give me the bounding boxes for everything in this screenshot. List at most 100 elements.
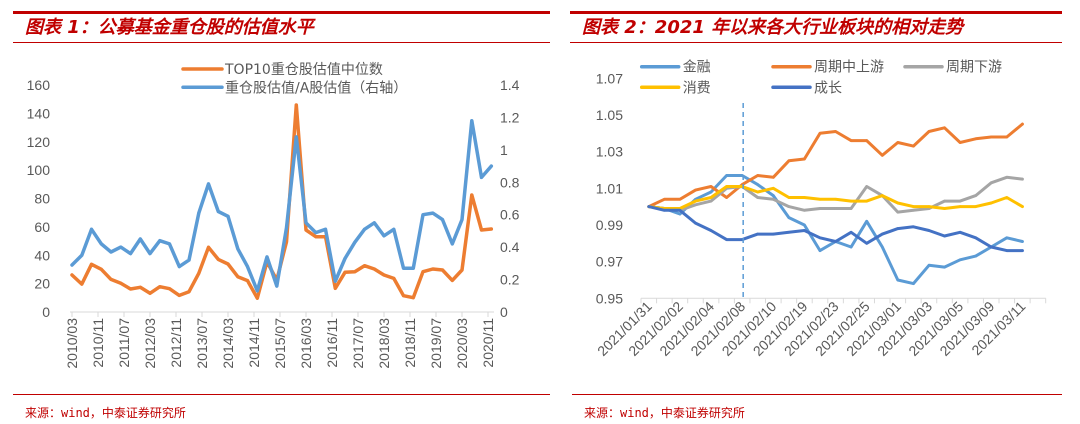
data-point (441, 218, 444, 222)
data-point (80, 253, 84, 257)
data-point (787, 159, 791, 163)
x-tick-label: 2016/11 (324, 318, 340, 368)
data-point (90, 262, 93, 266)
header-rule-bottom (13, 42, 550, 43)
y-left-tick-label: 20 (34, 276, 50, 292)
data-point (119, 245, 123, 249)
y-tick-label: 1.07 (596, 70, 623, 86)
data-point (803, 209, 806, 212)
legend-label: 消费 (683, 80, 711, 96)
data-point (109, 277, 113, 281)
data-point (294, 103, 298, 107)
legend-label: TOP10重仓股估值中位数 (224, 62, 383, 78)
x-tick-label: 2015/07 (272, 318, 288, 369)
data-point (818, 198, 822, 201)
data-point (803, 223, 806, 227)
data-point (90, 227, 93, 231)
x-tick-label: 2012/11 (168, 318, 184, 368)
x-tick-label: 2014/03 (220, 318, 236, 369)
data-point (818, 207, 822, 210)
x-tick-label: 2020/03 (454, 318, 470, 369)
data-point (1021, 240, 1024, 243)
data-point (333, 279, 337, 283)
data-point (896, 278, 900, 282)
data-point (803, 196, 806, 199)
data-point (216, 210, 220, 213)
data-point (70, 263, 74, 267)
data-point (989, 135, 993, 139)
data-point (818, 236, 822, 240)
data-point (865, 242, 868, 245)
data-point (70, 273, 74, 277)
data-point (255, 289, 259, 293)
y-right-tick-label: 0.6 (500, 207, 520, 223)
header-rule-top (13, 11, 550, 14)
data-point (756, 174, 759, 177)
data-point (865, 139, 868, 142)
data-point (974, 137, 977, 141)
data-point (927, 264, 931, 267)
data-point (678, 209, 682, 212)
y-left-tick-label: 160 (27, 77, 51, 93)
data-point (912, 205, 915, 208)
data-point (927, 205, 931, 208)
data-point (207, 245, 210, 249)
chart2-plot: 2021/01/312021/02/022021/02/042021/02/08… (594, 60, 1047, 359)
data-point (226, 214, 230, 218)
data-point (912, 144, 915, 148)
data-point (725, 174, 728, 177)
data-point (138, 285, 142, 289)
data-point (896, 227, 900, 230)
header-rule-bottom (570, 42, 1062, 43)
data-point (896, 201, 900, 205)
data-point (974, 236, 977, 240)
y-tick-label: 1.01 (596, 180, 623, 196)
y-tick-label: 1.05 (596, 107, 623, 123)
y-right-tick-label: 0.4 (500, 239, 520, 255)
data-point (881, 232, 884, 236)
chart1-title: 图表 1：公募基金重仓股的估值水平 (25, 17, 314, 38)
data-point (943, 207, 946, 210)
data-point (382, 273, 386, 277)
source-rule (13, 394, 550, 395)
y-tick-label: 0.99 (596, 217, 623, 233)
chart1-source: 来源：wind，中泰证券研究所 (13, 394, 550, 424)
data-point (119, 281, 123, 285)
data-point (927, 130, 931, 133)
data-point (834, 130, 837, 133)
x-tick-label: 2017/07 (350, 318, 366, 369)
data-point (1005, 135, 1009, 139)
data-point (678, 212, 682, 216)
data-point (294, 135, 298, 139)
data-point (402, 266, 405, 270)
data-point (787, 196, 791, 199)
y-tick-label: 0.97 (596, 254, 623, 270)
y-right-tick-label: 1.2 (500, 109, 520, 125)
data-point (148, 252, 152, 256)
data-point (881, 154, 884, 157)
x-tick-label: 2019/07 (428, 318, 444, 369)
y-left-tick-label: 40 (34, 247, 50, 263)
data-point (431, 211, 435, 215)
legend-label: 重仓股估值/A股估值（右轴） (225, 80, 407, 96)
data-point (99, 242, 103, 246)
data-point (958, 199, 962, 203)
data-point (421, 270, 425, 274)
data-point (197, 271, 201, 275)
source-rule (572, 394, 1062, 395)
data-point (881, 194, 884, 197)
x-tick-label: 2016/03 (298, 318, 314, 369)
data-point (314, 235, 318, 239)
data-point (849, 245, 853, 249)
data-point (343, 257, 347, 260)
data-point (834, 198, 837, 201)
data-point (958, 141, 962, 144)
data-point (803, 229, 806, 232)
data-point (441, 268, 444, 272)
data-point (756, 190, 759, 194)
data-point (974, 194, 977, 197)
y-left-tick-label: 80 (34, 191, 50, 207)
data-point (450, 278, 454, 282)
data-point (756, 183, 759, 186)
